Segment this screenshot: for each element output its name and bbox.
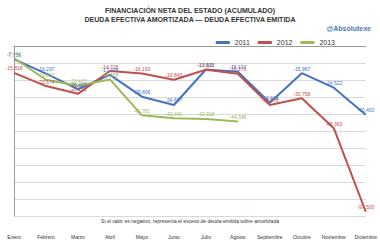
svg-text:-15.818: -15.818 xyxy=(6,65,23,71)
svg-text:Febrero: Febrero xyxy=(37,234,55,240)
svg-text:-44.348: -44.348 xyxy=(229,114,246,120)
svg-text:Octubre: Octubre xyxy=(293,234,311,240)
svg-text:-19.843: -19.843 xyxy=(165,72,182,78)
svg-text:2012: 2012 xyxy=(277,39,293,46)
svg-text:-16.297: -16.297 xyxy=(37,66,55,73)
svg-text:-13.925: -13.925 xyxy=(197,62,214,68)
svg-text:DEUDA EFECTIVA AMORTIZADA — DE: DEUDA EFECTIVA AMORTIZADA — DEUDA EFECTI… xyxy=(85,16,296,23)
svg-text:Diciembre: Diciembre xyxy=(354,234,377,240)
svg-text:-40.781: -40.781 xyxy=(133,108,150,114)
svg-text:-28.131: -28.131 xyxy=(69,86,86,92)
svg-text:Mayo: Mayo xyxy=(136,234,148,240)
svg-text:-48.363: -48.363 xyxy=(325,121,342,127)
svg-text:Agosto: Agosto xyxy=(230,234,246,240)
svg-text:-40.400: -40.400 xyxy=(357,107,374,113)
svg-text:-16.193: -16.193 xyxy=(133,66,150,72)
svg-text:-14.728: -14.728 xyxy=(101,64,118,70)
svg-text:2013: 2013 xyxy=(319,39,335,46)
svg-text:FINANCIACIÓN NETA DEL ESTADO (: FINANCIACIÓN NETA DEL ESTADO (ACUMULADO) xyxy=(105,6,275,15)
svg-text:-19.867: -19.867 xyxy=(37,72,54,78)
svg-text:2011: 2011 xyxy=(235,39,250,46)
svg-text:-15.967: -15.967 xyxy=(293,66,310,72)
svg-text:-30.758: -30.758 xyxy=(293,91,310,97)
svg-text:Septiembre: Septiembre xyxy=(257,234,283,240)
svg-text:-23.574: -23.574 xyxy=(37,79,54,85)
svg-text:-29.806: -29.806 xyxy=(133,89,150,95)
svg-text:-97.500: -97.500 xyxy=(357,204,374,210)
svg-text:@Absolutexe: @Absolutexe xyxy=(326,25,371,32)
svg-text:-19.658: -19.658 xyxy=(101,72,118,78)
svg-text:-42.441: -42.441 xyxy=(165,111,182,117)
svg-text:Noviembre: Noviembre xyxy=(322,234,346,240)
svg-text:-24.522: -24.522 xyxy=(325,80,342,86)
svg-text:Si el valor es negativo, repre: Si el valor es negativo, representa el e… xyxy=(101,218,279,224)
svg-text:-7.146: -7.146 xyxy=(7,51,21,57)
svg-text:-13.832: -13.832 xyxy=(197,62,214,68)
svg-text:Julio: Julio xyxy=(201,234,212,240)
svg-text:Abril: Abril xyxy=(105,234,115,240)
svg-text:-23.415: -23.415 xyxy=(69,78,86,84)
svg-text:Marzo: Marzo xyxy=(71,234,85,240)
svg-text:-34.678: -34.678 xyxy=(261,97,278,103)
svg-text:-34.687: -34.687 xyxy=(165,97,182,103)
svg-text:Junio: Junio xyxy=(168,234,180,240)
svg-text:Enero: Enero xyxy=(7,234,21,240)
svg-text:-42.918: -42.918 xyxy=(197,111,214,117)
svg-text:-16.276: -16.276 xyxy=(229,66,246,72)
